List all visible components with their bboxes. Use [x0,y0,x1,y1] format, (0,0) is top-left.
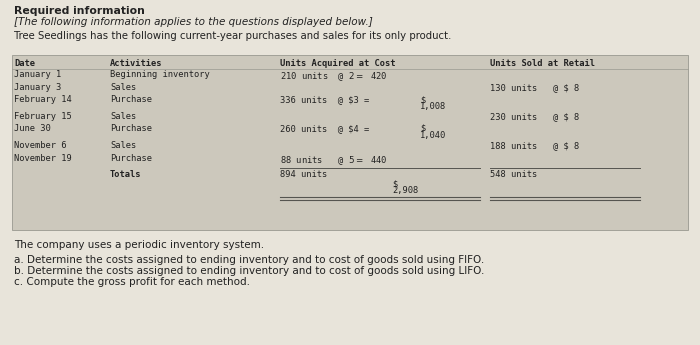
Text: January 1: January 1 [14,70,62,79]
Text: 230 units   @ $ 8: 230 units @ $ 8 [490,112,580,121]
Text: Activities: Activities [110,59,162,68]
Text: 336 units  @ $3 =: 336 units @ $3 = [280,95,370,104]
Text: June 30: June 30 [14,124,50,133]
Text: November 19: November 19 [14,154,71,163]
Text: Beginning inventory: Beginning inventory [110,70,210,79]
Text: Required information: Required information [14,6,145,16]
Text: c. Compute the gross profit for each method.: c. Compute the gross profit for each met… [14,277,250,287]
Text: 260 units  @ $4 =: 260 units @ $4 = [280,124,370,133]
Text: November 6: November 6 [14,141,66,150]
Text: a. Determine the costs assigned to ending inventory and to cost of goods sold us: a. Determine the costs assigned to endin… [14,255,484,265]
Text: $: $ [420,95,426,104]
Text: Sales: Sales [110,112,136,121]
Text: Tree Seedlings has the following current-year purchases and sales for its only p: Tree Seedlings has the following current… [14,31,452,41]
Text: $: $ [420,124,426,133]
Text: Totals: Totals [110,170,141,179]
Text: Purchase: Purchase [110,95,152,104]
Text: [The following information applies to the questions displayed below.]: [The following information applies to th… [14,17,372,27]
Text: b. Determine the costs assigned to ending inventory and to cost of goods sold us: b. Determine the costs assigned to endin… [14,266,484,276]
Text: 130 units   @ $ 8: 130 units @ $ 8 [490,83,580,92]
Text: 1,008: 1,008 [420,102,447,111]
Text: February 15: February 15 [14,112,71,121]
Text: February 14: February 14 [14,95,71,104]
Text: Purchase: Purchase [110,154,152,163]
Text: 188 units   @ $ 8: 188 units @ $ 8 [490,141,580,150]
Text: Date: Date [14,59,35,68]
Text: 1,040: 1,040 [420,131,447,140]
Text: Purchase: Purchase [110,124,152,133]
Text: $: $ [392,179,398,188]
Text: January 3: January 3 [14,83,62,92]
Text: Units Acquired at Cost: Units Acquired at Cost [280,59,395,68]
Text: 88 units   @ $5 = $ 440: 88 units @ $5 = $ 440 [280,154,387,167]
Text: 2,908: 2,908 [392,186,419,195]
Text: Sales: Sales [110,141,136,150]
Text: 210 units  @ $2 = $ 420: 210 units @ $2 = $ 420 [280,70,387,83]
Text: Units Sold at Retail: Units Sold at Retail [490,59,595,68]
Text: Sales: Sales [110,83,136,92]
Bar [12,55,688,230]
Text: 894 units: 894 units [280,170,328,179]
Text: 548 units: 548 units [490,170,538,179]
Text: The company uses a periodic inventory system.: The company uses a periodic inventory sy… [14,240,264,250]
